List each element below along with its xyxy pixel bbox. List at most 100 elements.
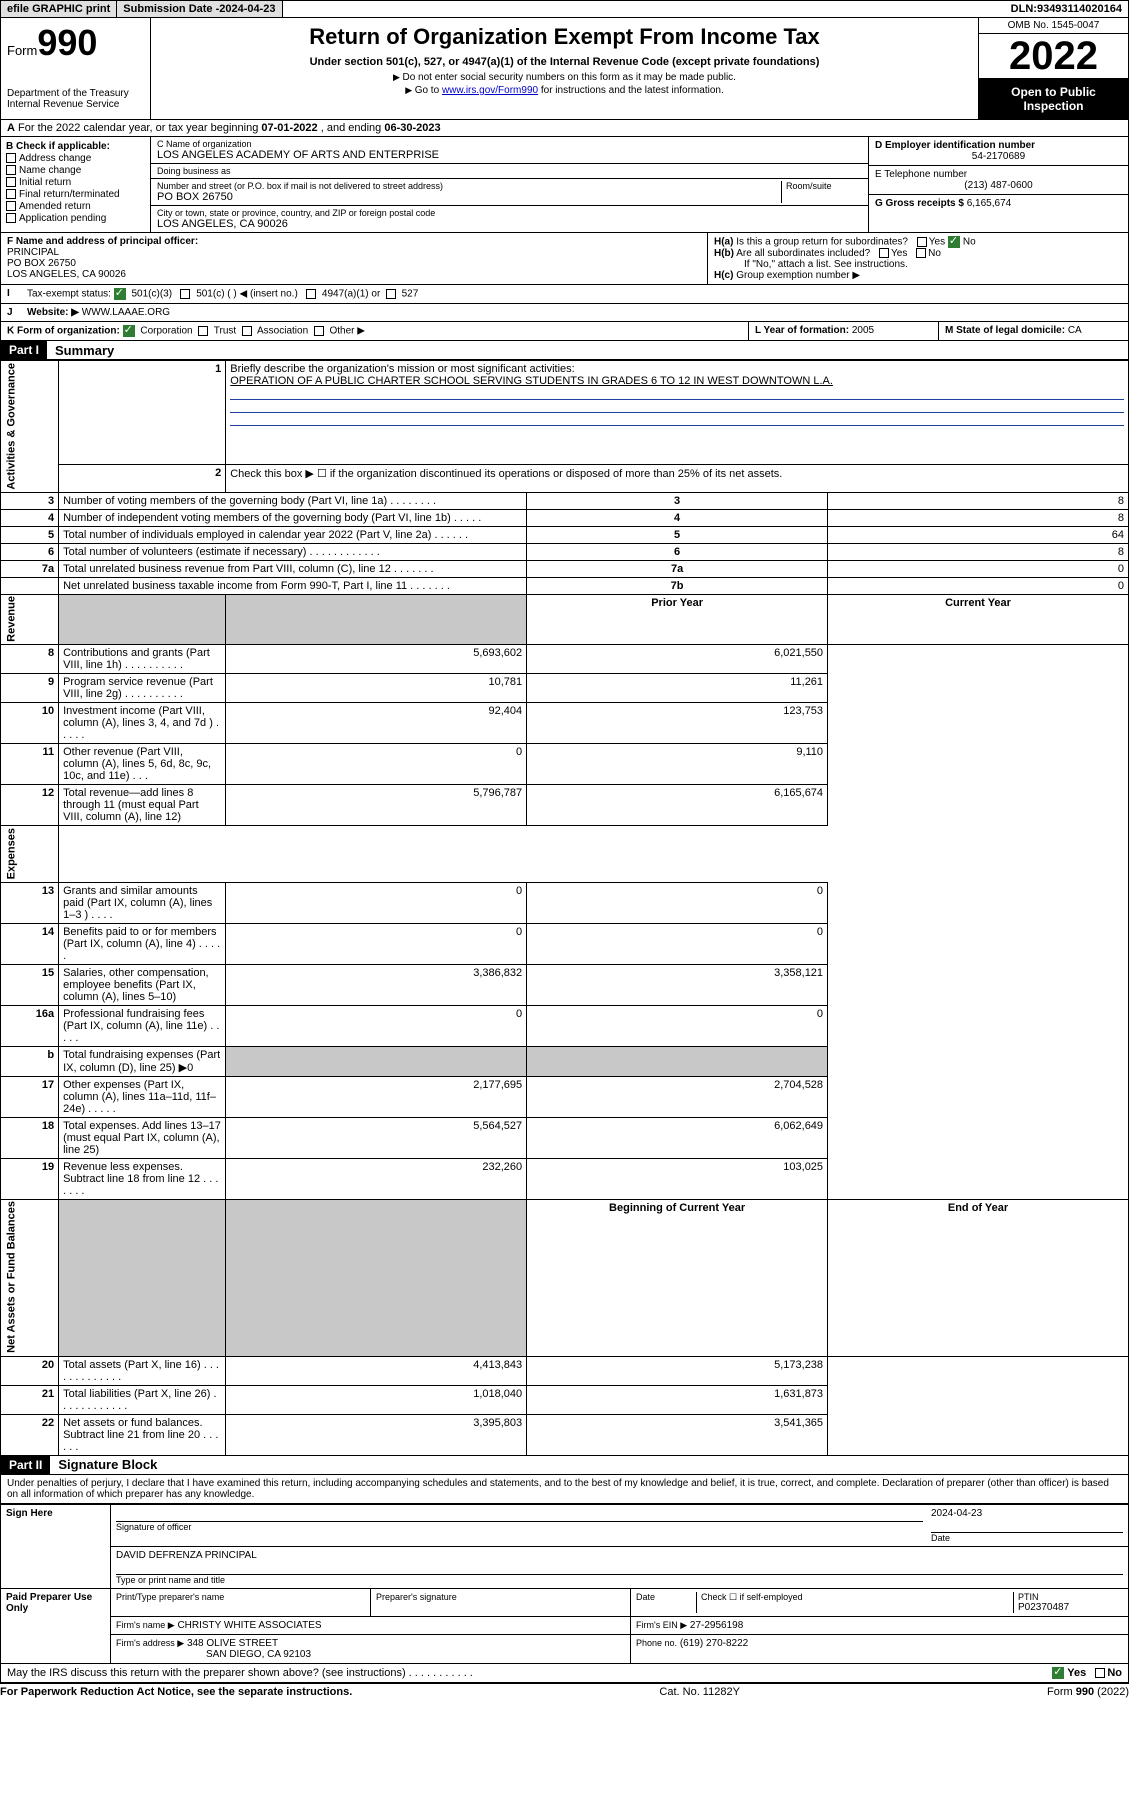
- opt-initial-return: Initial return: [19, 177, 71, 188]
- paid-preparer: Paid Preparer Use Only: [1, 1588, 111, 1663]
- ha-text: Is this a group return for subordinates?: [736, 237, 908, 248]
- part2-header: Part II Signature Block: [0, 1456, 1129, 1475]
- hb-note: If "No," attach a list. See instructions…: [714, 259, 1122, 270]
- mission-lbl: Briefly describe the organization's miss…: [230, 363, 574, 375]
- section-deg: D Employer identification number 54-2170…: [868, 137, 1128, 232]
- ptin-lbl: PTIN: [1018, 1592, 1123, 1602]
- chk-final-return[interactable]: [6, 189, 16, 199]
- discuss-text: May the IRS discuss this return with the…: [7, 1667, 473, 1679]
- line2: Check this box ▶ ☐ if the organization d…: [226, 465, 1129, 492]
- c-city: LOS ANGELES, CA 90026: [157, 218, 862, 230]
- mission-text: OPERATION OF A PUBLIC CHARTER SCHOOL SER…: [230, 375, 833, 387]
- form-title-block: Return of Organization Exempt From Incom…: [151, 18, 978, 119]
- hb-no-lbl: No: [928, 248, 941, 259]
- f-addr2: LOS ANGELES, CA 90026: [7, 269, 701, 280]
- side-net: Net Assets or Fund Balances: [1, 1199, 59, 1356]
- type-name-lbl: Type or print name and title: [116, 1575, 1123, 1585]
- f-addr1: PO BOX 26750: [7, 258, 701, 269]
- f-name: PRINCIPAL: [7, 247, 701, 258]
- ptin-val: P02370487: [1018, 1602, 1123, 1613]
- opt-amended: Amended return: [19, 201, 91, 212]
- phone-lbl: Phone no.: [636, 1638, 677, 1648]
- chk-527[interactable]: [386, 289, 396, 299]
- hc-text: Group exemption number ▶: [736, 270, 860, 281]
- firm-ein-lbl: Firm's EIN ▶: [636, 1620, 687, 1630]
- chk-501c3[interactable]: [114, 288, 126, 300]
- c-addr: PO BOX 26750: [157, 191, 777, 203]
- part1-title: Summary: [47, 343, 114, 358]
- chk-501c[interactable]: [180, 289, 190, 299]
- form-number-block: Form990 Department of the Treasury Inter…: [1, 18, 151, 119]
- form-note-ssn: Do not enter social security numbers on …: [159, 72, 970, 83]
- form-header: Form990 Department of the Treasury Inter…: [0, 18, 1129, 120]
- chk-amended[interactable]: [6, 201, 16, 211]
- chk-initial-return[interactable]: [6, 177, 16, 187]
- tax-year: 2022: [979, 34, 1128, 79]
- chk-address-change[interactable]: [6, 153, 16, 163]
- omb-number: OMB No. 1545-0047: [979, 18, 1128, 34]
- efile-button[interactable]: efile GRAPHIC print: [1, 1, 117, 17]
- c-city-lbl: City or town, state or province, country…: [157, 208, 862, 218]
- ha-yes[interactable]: [917, 237, 927, 247]
- signature-table: Sign Here Signature of officer 2024-04-2…: [0, 1504, 1129, 1664]
- chk-corp[interactable]: [123, 325, 135, 337]
- ha-no-lbl: No: [963, 237, 976, 248]
- chk-assoc[interactable]: [242, 326, 252, 336]
- side-exp: Expenses: [1, 826, 59, 882]
- phone-val: (619) 270-8222: [680, 1638, 748, 1649]
- irs-link[interactable]: www.irs.gov/Form990: [442, 85, 538, 96]
- firm-name: CHRISTY WHITE ASSOCIATES: [177, 1620, 321, 1631]
- d-lbl: D Employer identification number: [875, 140, 1035, 151]
- discuss-no[interactable]: [1095, 1668, 1105, 1678]
- discuss-row: May the IRS discuss this return with the…: [0, 1664, 1129, 1683]
- k-o4: Other ▶: [329, 326, 364, 337]
- section-c: C Name of organization LOS ANGELES ACADE…: [151, 137, 868, 232]
- hb-yes[interactable]: [879, 248, 889, 258]
- ha-no[interactable]: [948, 236, 960, 248]
- i-o4: 527: [402, 289, 419, 300]
- m-lbl: M State of legal domicile:: [945, 325, 1065, 336]
- m-val: CA: [1068, 325, 1082, 336]
- form-number: 990: [37, 22, 97, 63]
- chk-app-pending[interactable]: [6, 213, 16, 223]
- footer-left: For Paperwork Reduction Act Notice, see …: [0, 1686, 352, 1698]
- chk-4947[interactable]: [306, 289, 316, 299]
- k-o1: Corporation: [140, 326, 192, 337]
- e-lbl: E Telephone number: [875, 169, 1122, 180]
- e-val: (213) 487-0600: [875, 180, 1122, 191]
- l-lbl: L Year of formation:: [755, 325, 849, 336]
- firm-addr-lbl: Firm's address ▶: [116, 1638, 184, 1648]
- hb-no[interactable]: [916, 248, 926, 258]
- section-i: I Tax-exempt status: 501(c)(3) 501(c) ( …: [0, 285, 1129, 304]
- penalty-text: Under penalties of perjury, I declare th…: [0, 1475, 1129, 1504]
- a-pre: For the 2022 calendar year, or tax year …: [18, 122, 261, 134]
- g-lbl: G Gross receipts $: [875, 198, 964, 209]
- d-val: 54-2170689: [875, 151, 1122, 162]
- dln-value: 93493114020164: [1037, 3, 1122, 15]
- form-year-block: OMB No. 1545-0047 2022 Open to Public In…: [978, 18, 1128, 119]
- summary-table: Activities & Governance 1 Briefly descri…: [0, 360, 1129, 1456]
- submission-date: Submission Date - 2024-04-23: [117, 1, 282, 17]
- k-lbl: K Form of organization:: [7, 326, 120, 337]
- c-name-lbl: C Name of organization: [157, 139, 862, 149]
- l-val: 2005: [852, 325, 874, 336]
- i-lbl: Tax-exempt status:: [27, 289, 111, 300]
- chk-trust[interactable]: [198, 326, 208, 336]
- opt-final-return: Final return/terminated: [19, 189, 120, 200]
- dln-label: DLN:: [1011, 3, 1037, 15]
- sig-date-lbl: Date: [931, 1533, 1123, 1543]
- chk-other[interactable]: [314, 326, 324, 336]
- col-prior: Prior Year: [527, 594, 828, 645]
- c-addr-lbl: Number and street (or P.O. box if mail i…: [157, 181, 777, 191]
- col-curr: Current Year: [828, 594, 1129, 645]
- section-h: H(a) Is this a group return for subordin…: [708, 233, 1128, 284]
- sig-officer-lbl: Signature of officer: [116, 1522, 923, 1532]
- section-j: J Website: ▶ WWW.LAAAE.ORG: [0, 304, 1129, 322]
- dln: DLN: 93493114020164: [1005, 1, 1128, 17]
- c-dba-lbl: Doing business as: [157, 166, 862, 176]
- discuss-yes[interactable]: [1052, 1667, 1064, 1679]
- g-val: 6,165,674: [967, 198, 1012, 209]
- chk-name-change[interactable]: [6, 165, 16, 175]
- opt-app-pending: Application pending: [19, 213, 106, 224]
- opt-address-change: Address change: [19, 153, 91, 164]
